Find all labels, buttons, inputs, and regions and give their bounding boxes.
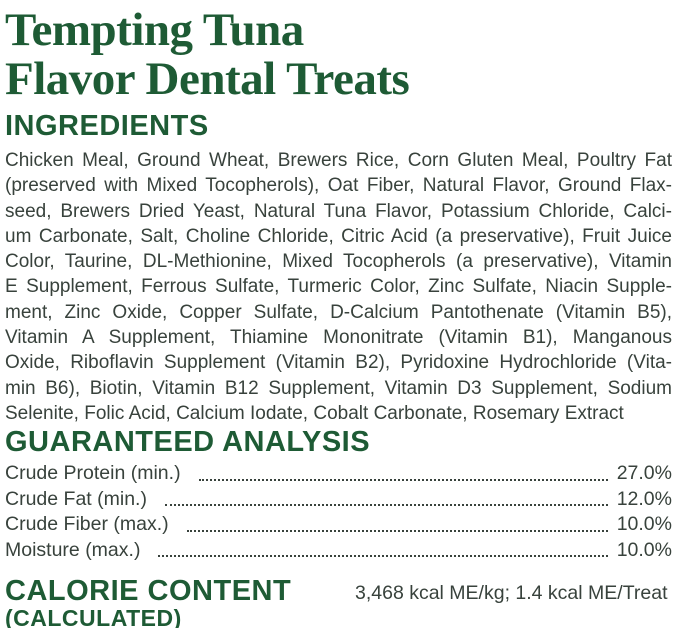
calorie-heading-block: CALORIE CONTENT (CALCULATED)	[5, 576, 355, 628]
guaranteed-analysis-table: Crude Protein (min.) 27.0% Crude Fat (mi…	[5, 461, 672, 563]
analysis-value: 12.0%	[616, 487, 672, 510]
ingredients-line: Chicken Meal, Ground Wheat, Brewers Rice…	[5, 150, 672, 171]
analysis-row: Crude Fiber (max.) 10.0%	[5, 512, 672, 538]
analysis-label: Moisture (max.)	[5, 538, 141, 561]
analysis-row: Crude Protein (min.) 27.0%	[5, 461, 672, 487]
ingredients-line: Color, Taurine, DL-Methionine, Mixed Toc…	[5, 251, 672, 273]
analysis-row: Moisture (max.) 10.0%	[5, 538, 672, 564]
calorie-section: CALORIE CONTENT (CALCULATED) 3,468 kcal …	[5, 576, 672, 628]
product-title: Tempting Tuna Flavor Dental Treats	[5, 6, 672, 104]
analysis-value: 10.0%	[616, 513, 672, 536]
ingredients-text: Chicken Meal, Ground Wheat, Brewers Rice…	[5, 148, 672, 426]
analysis-label: Crude Fat (min.)	[5, 487, 147, 510]
calorie-value: 3,468 kcal ME/kg; 1.4 kcal ME/Treat	[355, 582, 668, 605]
ingredients-line: ment, Zinc Oxide, Copper Sulfate, D-Calc…	[5, 301, 672, 323]
analysis-label: Crude Protein (min.)	[5, 462, 181, 485]
ingredients-line: min B6), Biotin, Vitamin B12 Supplement,…	[5, 377, 672, 399]
ingredients-heading: INGREDIENTS	[5, 110, 209, 142]
ingredients-line: um Carbonate, Salt, Choline Chloride, Ci…	[5, 225, 672, 247]
analysis-row: Crude Fat (min.) 12.0%	[5, 487, 672, 513]
dotted-leader	[158, 555, 608, 558]
dotted-leader	[186, 529, 608, 532]
ingredients-line: Oxide, Riboflavin Supplement (Vitamin B2…	[5, 352, 672, 374]
calorie-calculated-subheading: (CALCULATED)	[5, 605, 182, 628]
ingredients-line: (preserved with Mixed Tocopherols), Oat …	[5, 175, 672, 197]
analysis-value: 27.0%	[616, 462, 672, 485]
product-title-line2: Flavor Dental Treats	[5, 53, 410, 105]
ingredients-line: seed, Brewers Dried Yeast, Natural Tuna …	[5, 200, 672, 222]
calorie-content-heading: CALORIE CONTENT	[5, 575, 292, 608]
product-title-line1: Tempting Tuna	[5, 4, 304, 56]
dotted-leader	[164, 504, 608, 507]
ingredients-line: Vitamin A Supplement, Thiamine Mononitra…	[5, 327, 672, 349]
dotted-leader	[198, 478, 608, 481]
analysis-label: Crude Fiber (max.)	[5, 513, 169, 536]
ingredients-line: Selenite, Folic Acid, Calcium Iodate, Co…	[5, 402, 624, 424]
ingredients-line: E Supplement, Ferrous Sulfate, Turmeric …	[5, 276, 672, 298]
analysis-value: 10.0%	[616, 538, 672, 561]
guaranteed-analysis-heading: GUARANTEED ANALYSIS	[5, 426, 371, 459]
